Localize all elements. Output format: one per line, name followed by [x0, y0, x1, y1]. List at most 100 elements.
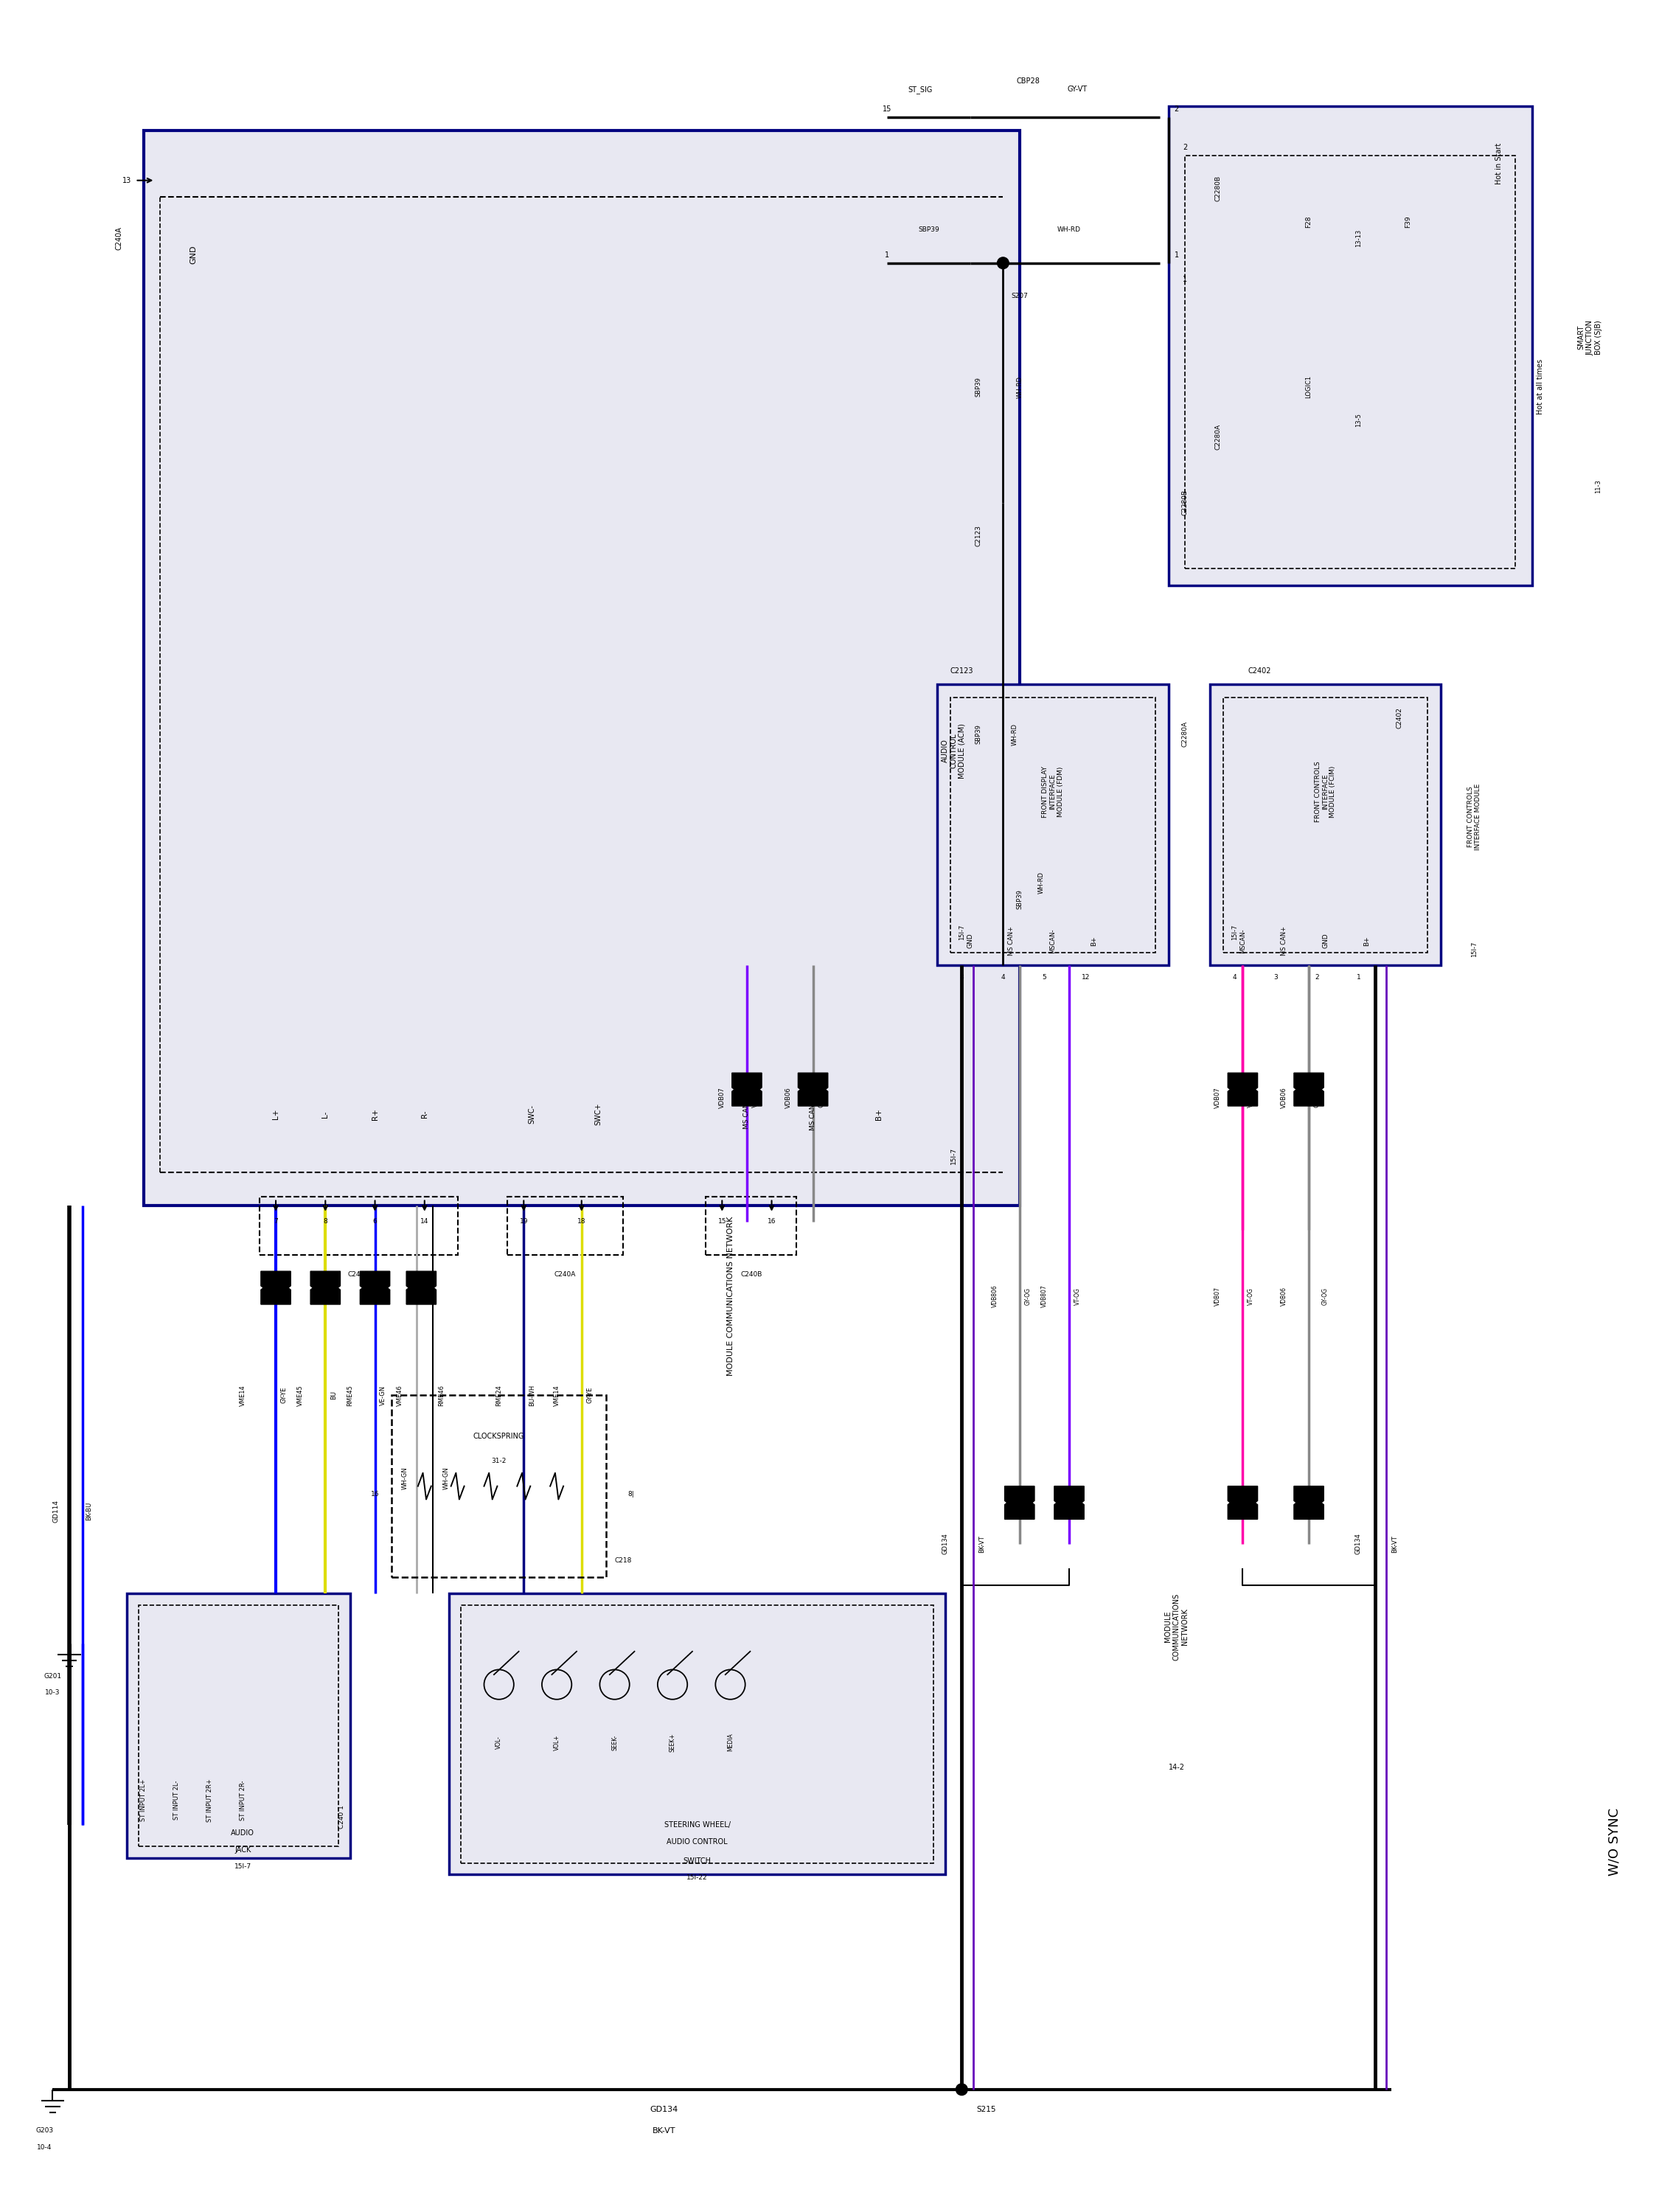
Text: SWC+: SWC+: [594, 1104, 602, 1126]
Text: 4: 4: [1233, 973, 1236, 980]
Text: 8: 8: [324, 1219, 327, 1225]
Text: MS CAN+: MS CAN+: [1009, 927, 1015, 956]
Text: GND: GND: [189, 246, 197, 263]
Text: 15I-7: 15I-7: [1231, 925, 1238, 940]
Text: VDB07: VDB07: [1214, 1287, 1221, 1305]
Text: C2123: C2123: [975, 524, 982, 546]
Text: VME45: VME45: [297, 1385, 304, 1407]
Text: Hot in Start: Hot in Start: [1495, 144, 1503, 184]
Text: 14: 14: [420, 1219, 428, 1225]
Text: 31-2: 31-2: [491, 1458, 506, 1464]
Text: C2402: C2402: [1397, 708, 1404, 728]
Text: MODULE
COMMUNICATIONS
NETWORK: MODULE COMMUNICATIONS NETWORK: [1165, 1593, 1190, 1661]
Text: 12: 12: [1082, 973, 1090, 980]
Text: MSCAN-: MSCAN-: [1239, 929, 1246, 953]
Bar: [508, 1197, 622, 1254]
Text: C2280A: C2280A: [1214, 425, 1221, 449]
Polygon shape: [1228, 1079, 1258, 1106]
Text: LOGIC1: LOGIC1: [1306, 376, 1312, 398]
Text: ST INPUT 2R+: ST INPUT 2R+: [206, 1778, 212, 1823]
Text: 16: 16: [370, 1491, 380, 1498]
Text: F28: F28: [1306, 215, 1312, 228]
Text: VT-OG: VT-OG: [1248, 1088, 1254, 1108]
Text: VOL+: VOL+: [554, 1734, 561, 1750]
Text: 15I-7: 15I-7: [234, 1863, 251, 1869]
Text: 8: 8: [959, 973, 964, 980]
Text: CLOCKSPRING: CLOCKSPRING: [473, 1433, 524, 1440]
Text: ST INPUT 2R-: ST INPUT 2R-: [239, 1781, 246, 1820]
Text: MSCAN-: MSCAN-: [1050, 929, 1057, 953]
Text: VME14: VME14: [239, 1385, 246, 1407]
Text: MS CAN-: MS CAN-: [743, 1099, 750, 1128]
Text: C2280A: C2280A: [1181, 721, 1188, 748]
Text: BK-VT: BK-VT: [652, 2128, 675, 2135]
Text: AUDIO: AUDIO: [231, 1829, 254, 1836]
Text: C2123: C2123: [951, 668, 974, 675]
Text: R-: R-: [421, 1110, 428, 1117]
Text: VT-OG: VT-OG: [752, 1088, 758, 1108]
Text: C2280B: C2280B: [1181, 489, 1188, 515]
Text: C2280B: C2280B: [1214, 175, 1221, 201]
Text: 16: 16: [768, 1219, 776, 1225]
Text: GY-VT: GY-VT: [1067, 86, 1087, 93]
Text: 13-5: 13-5: [1355, 414, 1362, 427]
Text: GD134: GD134: [650, 2106, 679, 2112]
Text: VDB06: VDB06: [785, 1086, 791, 1108]
Text: 3: 3: [1274, 973, 1277, 980]
Text: SBP39: SBP39: [975, 723, 982, 743]
Polygon shape: [360, 1279, 390, 1305]
Text: ST_SIG: ST_SIG: [907, 86, 932, 93]
Text: GD134: GD134: [942, 1533, 949, 1555]
Text: VME46: VME46: [397, 1385, 403, 1407]
Text: 2: 2: [1183, 144, 1188, 150]
Text: RME45: RME45: [347, 1385, 353, 1407]
Text: VOL-: VOL-: [496, 1736, 503, 1750]
Text: FRONT CONTROLS
INTERFACE MODULE: FRONT CONTROLS INTERFACE MODULE: [1467, 783, 1481, 849]
Text: SMART
JUNCTION
BOX (SJB): SMART JUNCTION BOX (SJB): [1578, 321, 1603, 356]
Text: MS CAN+: MS CAN+: [810, 1099, 816, 1130]
Text: BU-WH: BU-WH: [529, 1385, 536, 1407]
Text: S215: S215: [977, 2106, 997, 2112]
Text: 13: 13: [123, 177, 131, 184]
Text: MEDIA: MEDIA: [727, 1734, 733, 1752]
Text: AUDIO
CONTROL
MODULE (ACM): AUDIO CONTROL MODULE (ACM): [941, 723, 966, 779]
Polygon shape: [406, 1272, 436, 1298]
Text: 13-13: 13-13: [1355, 230, 1362, 248]
Text: C240B: C240B: [742, 1272, 763, 1279]
Text: 15: 15: [883, 106, 893, 113]
Text: FRONT DISPLAY
INTERFACE
MODULE (FDM): FRONT DISPLAY INTERFACE MODULE (FDM): [1042, 765, 1063, 818]
Polygon shape: [1294, 1079, 1324, 1106]
Polygon shape: [1294, 1486, 1324, 1513]
Text: VT-OG: VT-OG: [1248, 1287, 1254, 1305]
Text: BK-VT: BK-VT: [979, 1535, 985, 1553]
Polygon shape: [1228, 1073, 1258, 1099]
Text: ST INPUT 2L-: ST INPUT 2L-: [173, 1781, 179, 1820]
Text: 10-4: 10-4: [36, 2143, 51, 2150]
Text: 7: 7: [274, 1219, 279, 1225]
Text: BK-VT: BK-VT: [1392, 1535, 1399, 1553]
Text: L-: L-: [322, 1110, 328, 1117]
Text: 2: 2: [1316, 973, 1319, 980]
Polygon shape: [1005, 1493, 1035, 1520]
Polygon shape: [732, 1073, 761, 1099]
Text: 2: 2: [1175, 106, 1180, 113]
Text: VDB07: VDB07: [718, 1086, 725, 1108]
Text: STEERING WHEEL/: STEERING WHEEL/: [664, 1820, 730, 1829]
Text: 18: 18: [577, 1219, 586, 1225]
Text: B+: B+: [1090, 936, 1097, 947]
Polygon shape: [1294, 1493, 1324, 1520]
Text: MS CAN+: MS CAN+: [1281, 927, 1287, 956]
Text: VE-GN: VE-GN: [380, 1385, 387, 1405]
Text: SEEK-: SEEK-: [611, 1734, 617, 1750]
Text: SWC-: SWC-: [528, 1104, 536, 1124]
Text: 14-2: 14-2: [1168, 1763, 1185, 1772]
Bar: [937, 684, 1168, 964]
Bar: [1185, 155, 1515, 568]
Text: 11-3: 11-3: [1594, 480, 1601, 493]
Text: VDB07: VDB07: [1214, 1086, 1221, 1108]
Bar: [144, 131, 1020, 1206]
Text: 15I-7: 15I-7: [959, 925, 966, 940]
Polygon shape: [260, 1272, 290, 1298]
Polygon shape: [1294, 1073, 1324, 1099]
Text: GND: GND: [1322, 933, 1329, 949]
